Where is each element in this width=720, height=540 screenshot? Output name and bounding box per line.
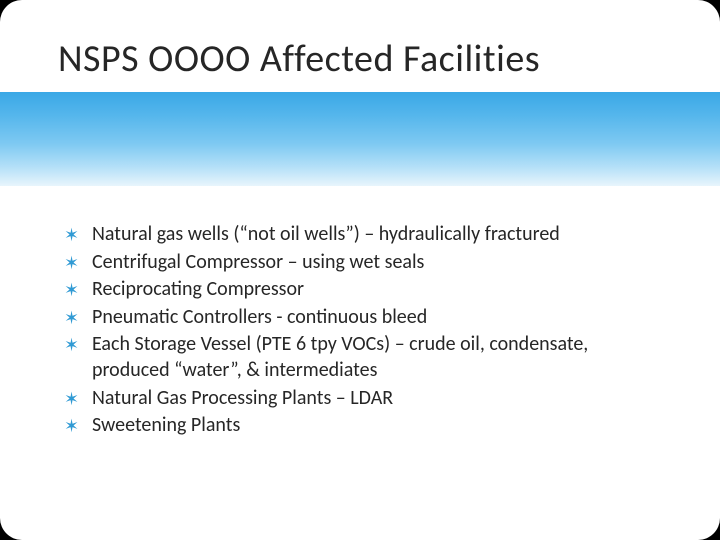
bullet-list: ✶ Natural gas wells (“not oil wells”) – …: [64, 222, 660, 441]
bullet-text: Natural gas wells (“not oil wells”) – hy…: [92, 222, 660, 248]
bullet-text: Sweetening Plants: [92, 413, 660, 439]
bullet-icon: ✶: [64, 305, 92, 330]
bullet-text: Centrifugal Compressor – using wet seals: [92, 250, 660, 276]
list-item: ✶ Natural gas wells (“not oil wells”) – …: [64, 222, 660, 248]
bullet-icon: ✶: [64, 277, 92, 302]
bullet-icon: ✶: [64, 386, 92, 411]
list-item: ✶ Natural Gas Processing Plants – LDAR: [64, 386, 660, 412]
bullet-icon: ✶: [64, 332, 92, 357]
slide-title: NSPS OOOO Affected Facilities: [58, 36, 540, 82]
list-item: ✶ Pneumatic Controllers - continuous ble…: [64, 305, 660, 331]
bullet-text: Pneumatic Controllers - continuous bleed: [92, 305, 660, 331]
bullet-icon: ✶: [64, 222, 92, 247]
list-item: ✶ Each Storage Vessel (PTE 6 tpy VOCs) –…: [64, 332, 660, 383]
list-item: ✶ Reciprocating Compressor: [64, 277, 660, 303]
bullet-text: Each Storage Vessel (PTE 6 tpy VOCs) – c…: [92, 332, 660, 383]
bullet-icon: ✶: [64, 250, 92, 275]
slide: NSPS OOOO Affected Facilities ✶ Natural …: [0, 0, 720, 540]
list-item: ✶ Sweetening Plants: [64, 413, 660, 439]
bullet-icon: ✶: [64, 413, 92, 438]
title-gradient-band: [0, 92, 720, 186]
bullet-text: Reciprocating Compressor: [92, 277, 660, 303]
list-item: ✶ Centrifugal Compressor – using wet sea…: [64, 250, 660, 276]
bullet-text: Natural Gas Processing Plants – LDAR: [92, 386, 660, 412]
